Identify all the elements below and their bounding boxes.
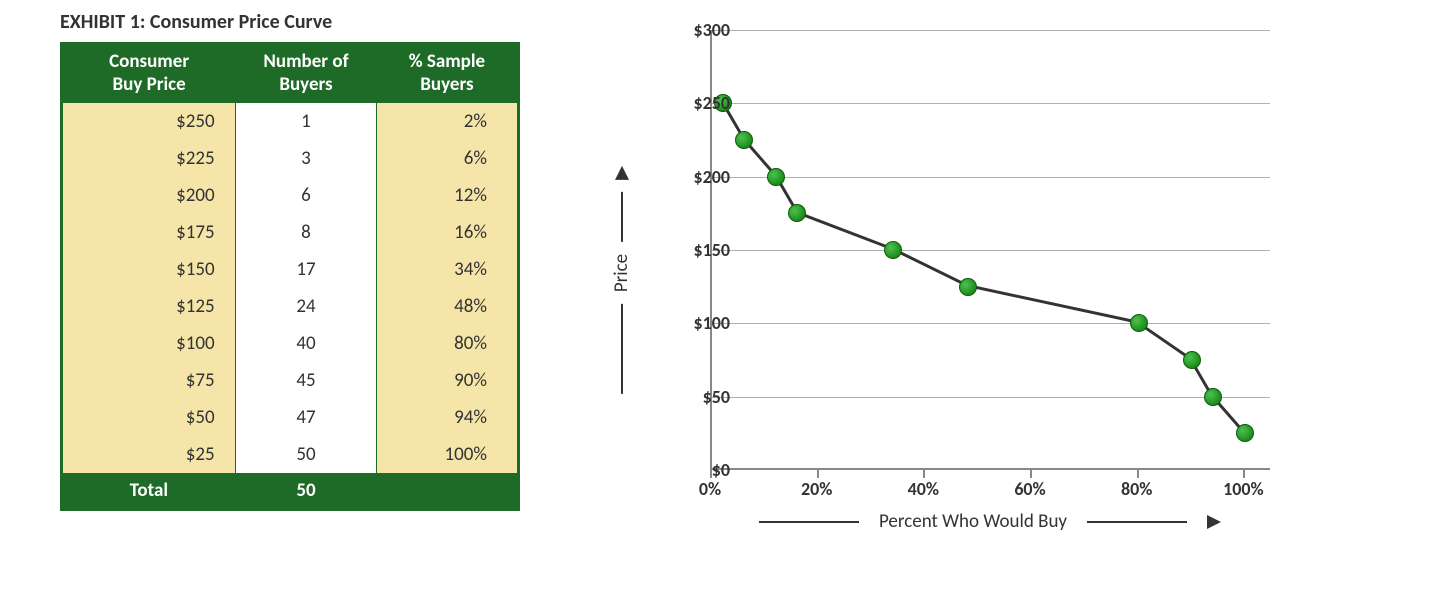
cell: $100 [62, 325, 236, 362]
y-tick-label: $200 [650, 166, 730, 188]
data-point [959, 278, 977, 296]
x-tick-label: 40% [893, 478, 953, 500]
table-row: $22536% [62, 140, 519, 177]
table-row: $504794% [62, 399, 519, 436]
data-point [1183, 351, 1201, 369]
table-row: $175816% [62, 214, 519, 251]
cell: 80% [377, 325, 519, 362]
table-row: $1004080% [62, 325, 519, 362]
cell: 16% [377, 214, 519, 251]
cell: 48% [377, 288, 519, 325]
cell: $75 [62, 362, 236, 399]
cell: 90% [377, 362, 519, 399]
exhibit-title: EXHIBIT 1: Consumer Price Curve [60, 10, 520, 34]
col-header: ConsumerBuy Price [62, 44, 236, 103]
data-point [884, 241, 902, 259]
cell: 94% [377, 399, 519, 436]
data-point [767, 168, 785, 186]
x-tick-label: 100% [1213, 478, 1273, 500]
cell: $175 [62, 214, 236, 251]
data-point [735, 131, 753, 149]
cell: 12% [377, 177, 519, 214]
x-tick-label: 60% [1000, 478, 1060, 500]
price-table: ConsumerBuy PriceNumber ofBuyers% Sample… [60, 42, 520, 511]
y-tick-label: $150 [650, 239, 730, 261]
cell: $225 [62, 140, 236, 177]
plot-area [710, 30, 1270, 470]
x-tick-label: 0% [680, 478, 740, 500]
table-row: $1252448% [62, 288, 519, 325]
cell: 24 [235, 288, 377, 325]
data-point [1204, 388, 1222, 406]
x-axis-label: Percent Who Would Buy [710, 510, 1270, 533]
cell: 34% [377, 251, 519, 288]
data-point [1236, 424, 1254, 442]
table-row: $754590% [62, 362, 519, 399]
arrow-up-icon [615, 166, 629, 180]
cell: $25 [62, 436, 236, 473]
cell: $50 [62, 399, 236, 436]
total-row: Total50 [62, 473, 519, 510]
cell: 3 [235, 140, 377, 177]
col-header: Number ofBuyers [235, 44, 377, 103]
cell: 2% [377, 103, 519, 140]
y-axis-label: Price [610, 166, 633, 394]
cell: 100% [377, 436, 519, 473]
cell: 47 [235, 399, 377, 436]
table-row: $1501734% [62, 251, 519, 288]
cell: $200 [62, 177, 236, 214]
col-header: % SampleBuyers [377, 44, 519, 103]
data-point [788, 204, 806, 222]
price-curve-chart: Price Percent Who Would Buy $0$50$100$15… [600, 10, 1300, 550]
y-tick-label: $250 [650, 92, 730, 114]
cell: 6 [235, 177, 377, 214]
cell: $150 [62, 251, 236, 288]
cell: 6% [377, 140, 519, 177]
cell: 45 [235, 362, 377, 399]
y-tick-label: $100 [650, 312, 730, 334]
cell: 17 [235, 251, 377, 288]
cell: 50 [235, 436, 377, 473]
table-row: $25012% [62, 103, 519, 140]
data-point [1130, 314, 1148, 332]
x-tick-label: 80% [1107, 478, 1167, 500]
cell: 1 [235, 103, 377, 140]
x-tick-label: 20% [787, 478, 847, 500]
cell: $125 [62, 288, 236, 325]
cell: 40 [235, 325, 377, 362]
cell: $250 [62, 103, 236, 140]
y-tick-label: $50 [650, 386, 730, 408]
y-tick-label: $300 [650, 19, 730, 41]
cell: 8 [235, 214, 377, 251]
table-row: $200612% [62, 177, 519, 214]
arrow-right-icon [1207, 515, 1221, 529]
table-row: $2550100% [62, 436, 519, 473]
